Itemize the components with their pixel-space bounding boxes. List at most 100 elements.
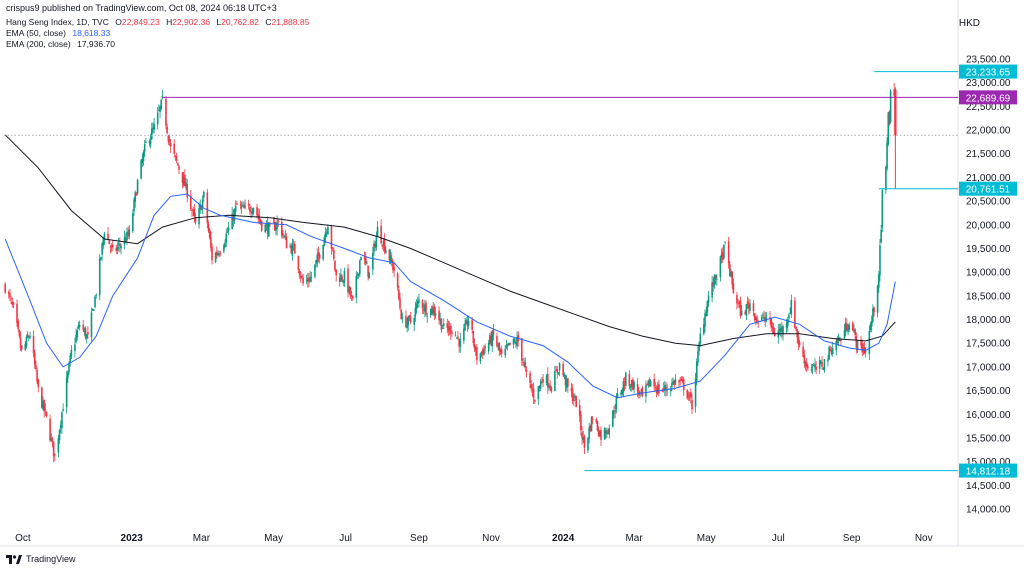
candle-body: [558, 362, 561, 371]
candle-body: [52, 441, 55, 457]
candle-body: [176, 162, 179, 166]
candle-body: [44, 409, 47, 411]
candle-body: [264, 224, 267, 233]
candle-body: [856, 339, 859, 351]
candle-body: [252, 208, 255, 213]
candle-body: [583, 436, 586, 448]
candle-body: [590, 417, 593, 432]
candle-body: [141, 158, 144, 164]
candle-body: [166, 126, 168, 134]
candle-body: [75, 334, 77, 343]
candle-body: [474, 347, 477, 351]
candle-body: [533, 399, 536, 402]
candle-body: [61, 412, 63, 428]
y-tick-label: 14,500.00: [966, 481, 1011, 492]
candle-body: [95, 294, 98, 296]
candle-body: [781, 326, 783, 333]
candle-body: [463, 328, 465, 341]
candle-body: [604, 430, 607, 434]
footer-brand[interactable]: TradingView: [6, 554, 76, 564]
x-tick-label: Jul: [772, 533, 785, 544]
candle-body: [148, 141, 151, 143]
candle-body: [665, 386, 667, 391]
candle-body: [756, 316, 758, 323]
candle-body: [496, 336, 498, 347]
candle-body: [208, 229, 211, 238]
candle-body: [479, 353, 482, 362]
candle-body: [223, 245, 225, 252]
y-tick-label: 18,000.00: [966, 315, 1011, 326]
candle-body: [818, 360, 821, 369]
x-tick-label: Sep: [843, 533, 861, 544]
candle-body: [120, 245, 122, 249]
candle-body: [241, 204, 244, 206]
candle-body: [41, 387, 43, 408]
candle-body: [258, 215, 261, 220]
legend-ema50-row[interactable]: EMA (50, close) 18,618.33: [6, 28, 309, 39]
candle-body: [556, 369, 559, 373]
candle-body: [7, 292, 10, 294]
candle-body: [406, 322, 408, 328]
legend-o-label: O: [115, 17, 122, 27]
candle-body: [198, 208, 200, 225]
candle-body: [350, 295, 353, 297]
candle-body: [491, 331, 494, 347]
candle-body: [158, 109, 160, 111]
candle-body: [545, 375, 548, 384]
x-tick-label: Sep: [410, 533, 428, 544]
candle-body: [694, 378, 697, 407]
candle-body: [324, 232, 327, 238]
candle-body: [325, 232, 328, 234]
candle-body: [837, 339, 840, 341]
candle-body: [103, 233, 106, 241]
candle-body: [408, 315, 411, 318]
candle-body: [102, 238, 105, 246]
legend-symbol-row[interactable]: Hang Seng Index, 1D, TVC O22,849.23 H22,…: [6, 17, 309, 28]
candle-body: [78, 324, 81, 327]
candle-body: [373, 243, 375, 252]
y-tick-label: 22,500.00: [966, 102, 1011, 113]
candle-body: [612, 410, 614, 427]
candle-body: [150, 128, 153, 140]
candle-body: [91, 308, 94, 311]
candle-body: [861, 343, 864, 353]
candle-body: [649, 380, 652, 387]
candle-body: [575, 396, 577, 408]
candle-body: [334, 260, 336, 271]
candle-body: [489, 335, 491, 344]
x-tick-label: 2024: [552, 533, 575, 544]
candle-body: [640, 389, 642, 391]
candle-body: [873, 307, 875, 313]
candle-body: [54, 453, 56, 456]
candle-body: [426, 315, 429, 317]
candle-body: [529, 372, 531, 383]
candle-body: [868, 331, 871, 354]
candle-body: [68, 362, 70, 373]
candle-body: [174, 155, 177, 157]
candle-body: [211, 247, 213, 261]
candle-body: [281, 221, 283, 236]
candle-body: [671, 382, 673, 388]
candle-body: [804, 361, 807, 366]
candle-body: [557, 372, 560, 374]
y-tick-label: 19,500.00: [966, 244, 1011, 255]
candle-body: [399, 298, 401, 309]
candle-body: [33, 353, 36, 365]
candle-body: [440, 318, 443, 330]
candle-body: [823, 359, 826, 371]
candle-body: [396, 273, 399, 288]
candle-body: [887, 112, 890, 145]
candle-body: [256, 207, 258, 215]
y-tick-label: 23,000.00: [966, 78, 1011, 89]
legend-ema200-row[interactable]: EMA (200, close) 17,936.70: [6, 39, 309, 50]
candle-body: [239, 204, 242, 206]
candle-body: [77, 324, 80, 329]
candle-body: [364, 257, 367, 264]
candle-body: [84, 328, 87, 339]
candle-body: [747, 304, 750, 309]
candle-body: [87, 332, 89, 335]
candle-body: [727, 241, 730, 264]
candle-body: [234, 205, 237, 212]
candle-body: [753, 313, 756, 320]
